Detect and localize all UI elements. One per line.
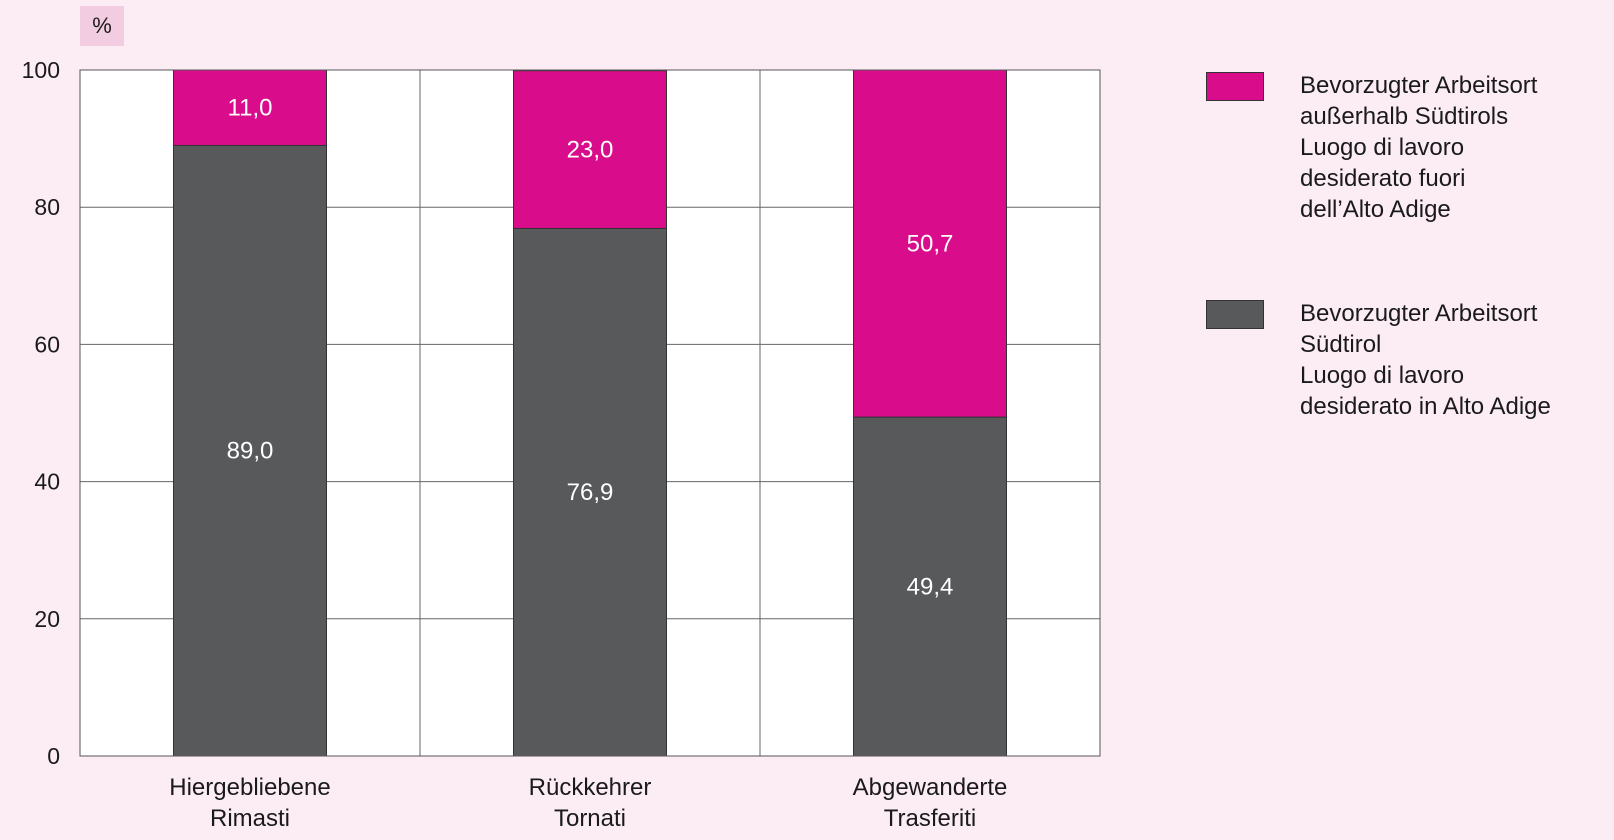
y-tick-label: 0 <box>47 743 60 769</box>
data-labels: 89,0 11,0 76,9 23,0 49,4 50,7 <box>227 95 954 601</box>
bar-segment-outside <box>173 69 327 146</box>
data-label: 50,7 <box>907 231 954 258</box>
data-label: 76,9 <box>567 479 614 506</box>
x-tick-label: Hiergebliebene Rimasti <box>169 774 330 832</box>
legend-label-inside: Bevorzugter Arbeitsort Südtirol Luogo di… <box>1300 300 1551 420</box>
bar-segment-outside <box>853 69 1007 418</box>
data-label: 49,4 <box>907 574 954 601</box>
y-tick-label: 60 <box>34 331 60 357</box>
data-label: 11,0 <box>228 95 273 122</box>
bar-segment-outside <box>513 70 667 229</box>
y-tick-label: 100 <box>22 57 60 83</box>
bar-segment-south-tyrol <box>173 144 327 757</box>
x-axis-ticks: Hiergebliebene Rimasti Rückkehrer Tornati Ab… <box>169 774 1007 832</box>
legend-label-outside: Bevorzugter Arbeitsort außerhalb Südtiro… <box>1300 72 1538 223</box>
x-tick-label: Abgewanderte Trasferiti <box>853 774 1008 832</box>
legend-swatch-grey <box>1206 300 1264 329</box>
bar-segment-south-tyrol <box>853 416 1007 757</box>
y-tick-label: 20 <box>34 606 60 632</box>
y-axis-ticks: 0 20 40 60 80 100 <box>22 57 60 769</box>
y-tick-label: 80 <box>34 194 60 220</box>
x-tick-label: Rückkehrer Tornati <box>529 774 652 832</box>
bars <box>173 69 1007 757</box>
data-label: 23,0 <box>567 137 614 164</box>
data-label: 89,0 <box>227 438 274 465</box>
legend-swatch-magenta <box>1206 72 1264 101</box>
plot-frame <box>79 69 1101 757</box>
y-tick-label: 40 <box>34 469 60 495</box>
y-axis-unit-label: % <box>80 6 124 46</box>
